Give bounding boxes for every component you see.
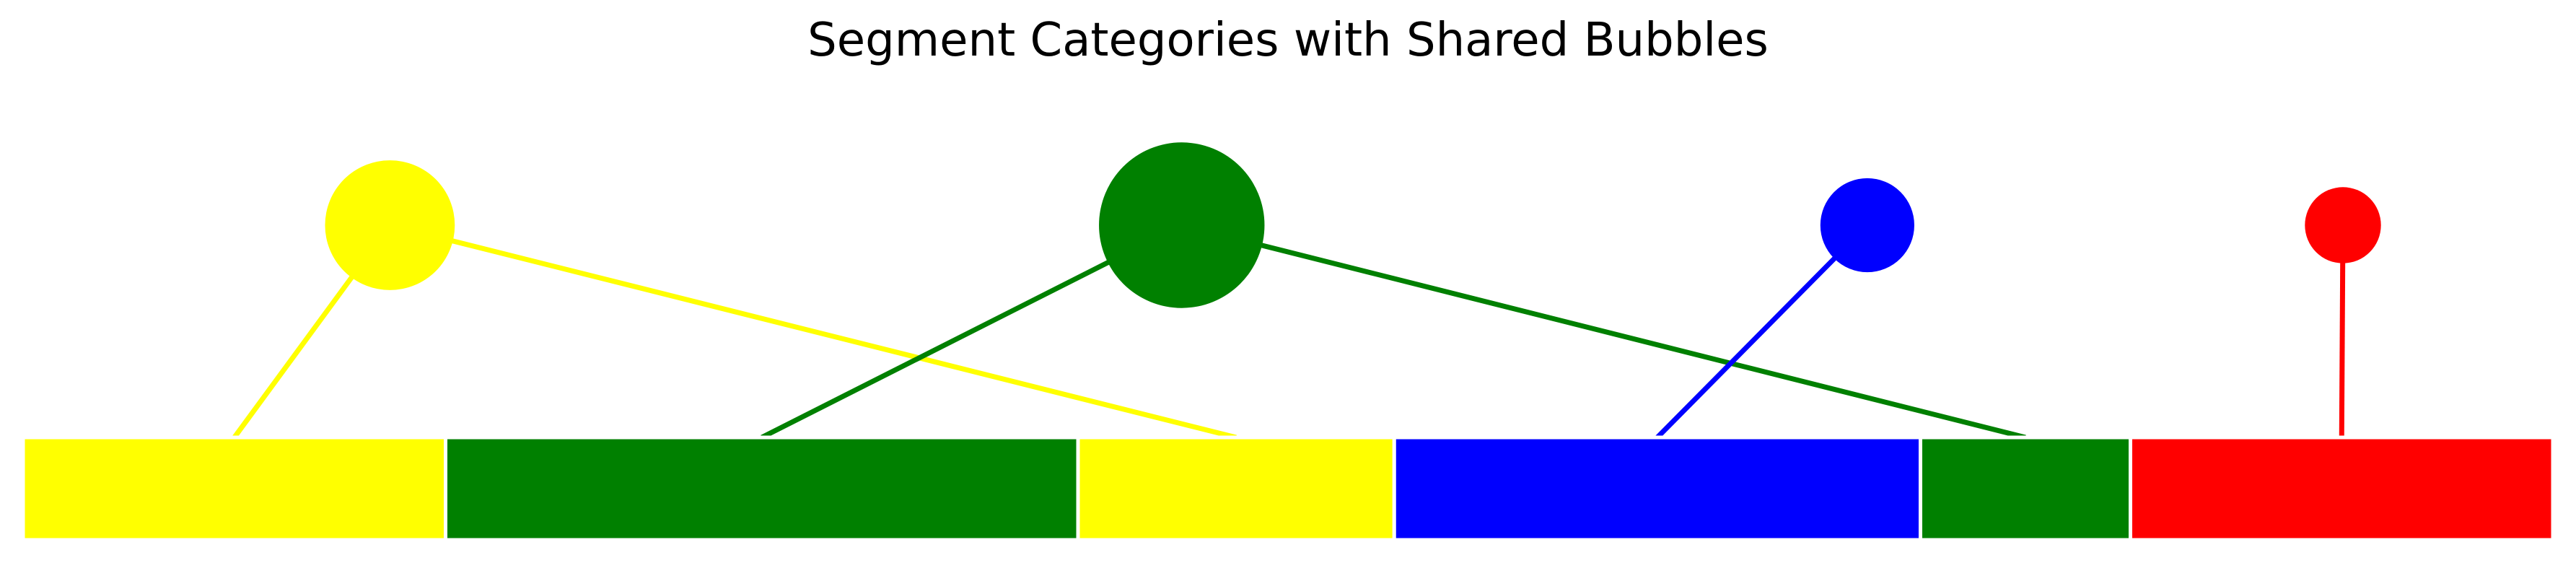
- connector-green-to-segment-5: [1180, 222, 2026, 440]
- connector-lines: [232, 222, 2346, 440]
- bubble-yellow: [325, 160, 455, 290]
- segment-yellow-3: [1076, 435, 1396, 542]
- bubbles: [325, 142, 2381, 308]
- segment-blue-4: [1392, 435, 1922, 542]
- segment-green-5: [1919, 435, 2132, 542]
- bubble-red: [2305, 187, 2381, 263]
- chart-title: Segment Categories with Shared Bubbles: [807, 14, 1769, 67]
- segment-red-6: [2128, 435, 2555, 542]
- connector-blue-to-segment-4: [1655, 223, 1870, 440]
- segment-bar: [21, 435, 2555, 542]
- connector-yellow-to-segment-3: [389, 222, 1237, 440]
- bubble-blue: [1820, 178, 1914, 273]
- bubble-green: [1099, 142, 1265, 308]
- segment-yellow-1: [21, 435, 448, 542]
- segment-green-2: [444, 435, 1080, 542]
